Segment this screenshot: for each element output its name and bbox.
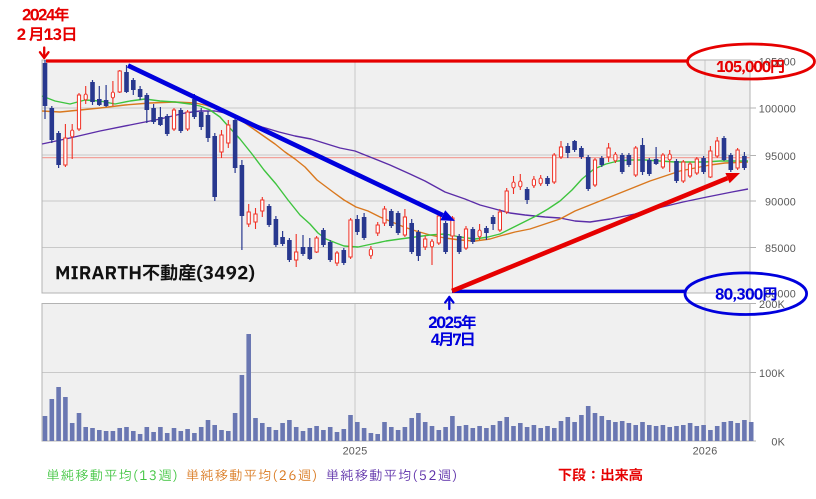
svg-text:90000: 90000 xyxy=(765,196,796,208)
svg-text:2025: 2025 xyxy=(343,446,368,458)
svg-text:2026: 2026 xyxy=(693,446,718,458)
svg-text:85000: 85000 xyxy=(765,243,796,255)
svg-text:100K: 100K xyxy=(759,368,786,380)
svg-text:100000: 100000 xyxy=(759,103,796,115)
svg-text:0K: 0K xyxy=(771,436,785,448)
svg-text:80000: 80000 xyxy=(765,288,796,300)
svg-text:200K: 200K xyxy=(759,299,786,311)
svg-text:95000: 95000 xyxy=(765,151,796,163)
